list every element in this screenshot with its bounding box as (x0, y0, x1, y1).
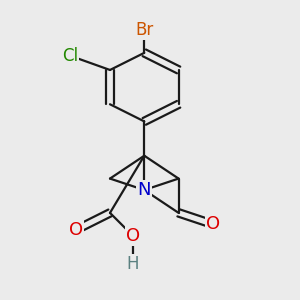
Text: N: N (137, 181, 151, 199)
Text: H: H (127, 255, 139, 273)
Text: O: O (126, 227, 140, 245)
Text: O: O (206, 215, 220, 233)
Text: Cl: Cl (62, 47, 78, 65)
Text: Br: Br (135, 21, 153, 39)
Text: O: O (69, 221, 83, 239)
